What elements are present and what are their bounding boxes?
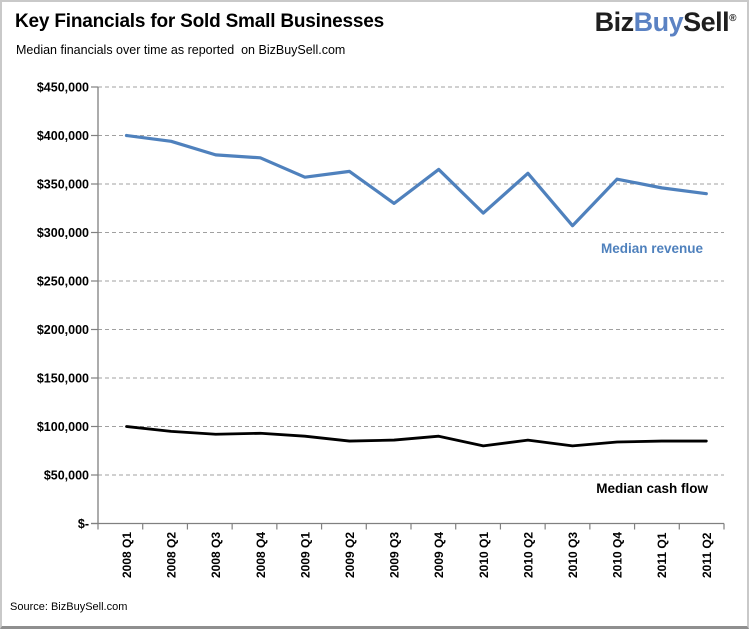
y-axis-label: $450,000: [37, 81, 89, 95]
x-axis-label: 2010 Q3: [566, 532, 580, 578]
series-line-median-cash-flow: [125, 425, 708, 448]
series-label-median-revenue: Median revenue: [601, 241, 704, 256]
y-axis-label: $200,000: [37, 323, 89, 337]
chart-subtitle: Median financials over time as reported …: [16, 43, 346, 57]
y-axis-label: $300,000: [37, 226, 89, 240]
source-note: Source: BizBuySell.com: [10, 601, 128, 613]
x-axis-label: 2010 Q1: [477, 532, 491, 578]
y-axis-label: $400,000: [37, 129, 89, 143]
page-title: Key Financials for Sold Small Businesses: [15, 11, 384, 32]
x-axis-label: 2011 Q1: [655, 532, 669, 578]
y-axis-label: $150,000: [37, 372, 89, 386]
y-axis-label: $-: [78, 517, 89, 531]
x-axis-label: 2008 Q1: [120, 532, 134, 578]
logo-part-sell: Sell: [683, 7, 730, 37]
y-axis-label: $350,000: [37, 178, 89, 192]
x-axis-label: 2009 Q3: [388, 532, 402, 578]
x-axis-label: 2009 Q4: [432, 532, 446, 578]
x-axis-label: 2009 Q2: [343, 532, 357, 578]
series-label-median-cash-flow: Median cash flow: [596, 481, 708, 496]
series-line-median-revenue: [124, 133, 708, 228]
x-axis-label: 2008 Q2: [165, 532, 179, 578]
x-axis-label: 2008 Q4: [254, 532, 268, 578]
x-axis-label: 2010 Q2: [521, 532, 535, 578]
x-axis-label: 2011 Q2: [700, 532, 714, 578]
x-axis-label: 2009 Q1: [298, 532, 312, 578]
bizbuysell-logo: BizBuySell®: [594, 7, 737, 38]
x-axis-label: 2008 Q3: [209, 532, 223, 578]
logo-part-buy: Buy: [633, 7, 684, 37]
x-axis-label: 2010 Q4: [611, 532, 625, 578]
y-axis-label: $250,000: [37, 275, 89, 289]
logo-part-biz: Biz: [594, 7, 635, 37]
y-axis-label: $100,000: [37, 420, 89, 434]
y-axis-label: $50,000: [44, 469, 89, 483]
registered-trademark-icon: ®: [729, 13, 736, 24]
